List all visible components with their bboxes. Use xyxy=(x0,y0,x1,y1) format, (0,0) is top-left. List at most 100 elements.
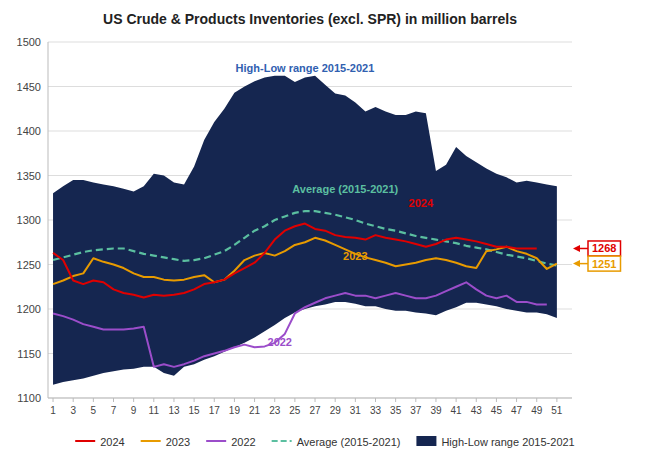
x-tick-label: 17 xyxy=(209,405,221,416)
annotation: 2023 xyxy=(343,250,367,262)
x-tick xyxy=(355,398,356,402)
grid-line xyxy=(48,42,572,43)
callout-arrow xyxy=(579,248,588,250)
value-callout: 1268 xyxy=(573,241,621,256)
x-tick-label: 29 xyxy=(330,405,342,416)
legend-item: Average (2015-2021) xyxy=(272,436,401,448)
plot-area xyxy=(53,76,557,385)
x-tick-label: 41 xyxy=(451,405,463,416)
y-tick-label: 1200 xyxy=(17,303,41,315)
x-tick xyxy=(173,398,174,402)
x-tick xyxy=(194,398,195,402)
series-line xyxy=(53,282,547,367)
x-tick-label: 5 xyxy=(91,405,97,416)
x-tick xyxy=(153,398,154,402)
y-tick-label: 1400 xyxy=(17,125,41,137)
range-band xyxy=(53,76,557,385)
x-tick-label: 21 xyxy=(249,405,261,416)
y-tick-label: 1450 xyxy=(17,81,41,93)
legend-label: 2022 xyxy=(231,436,255,448)
y-tick-label: 1500 xyxy=(17,36,41,48)
legend-label: 2023 xyxy=(166,436,190,448)
callout-arrowhead xyxy=(573,260,580,267)
x-tick-label: 45 xyxy=(491,405,503,416)
x-tick xyxy=(456,398,457,402)
x-tick-label: 19 xyxy=(229,405,241,416)
x-tick-label: 9 xyxy=(131,405,137,416)
x-tick xyxy=(375,398,376,402)
legend-item: High-Low range 2015-2021 xyxy=(416,436,574,448)
y-tick-label: 1300 xyxy=(17,214,41,226)
x-tick-label: 3 xyxy=(70,405,76,416)
callout-box xyxy=(588,256,621,271)
x-tick-label: 47 xyxy=(511,405,523,416)
legend-item: 2024 xyxy=(75,436,124,448)
x-tick xyxy=(113,398,114,402)
annotation: Average (2015-2021) xyxy=(292,183,398,195)
x-tick-label: 11 xyxy=(149,405,160,416)
x-tick-label: 31 xyxy=(350,405,362,416)
x-tick xyxy=(214,398,215,402)
x-tick-label: 37 xyxy=(410,405,422,416)
callout-arrowhead xyxy=(573,245,580,252)
y-tick-label: 1350 xyxy=(17,170,41,182)
x-tick-label: 49 xyxy=(531,405,543,416)
legend-swatch xyxy=(75,440,95,442)
legend-label: 2024 xyxy=(100,436,124,448)
x-tick xyxy=(395,398,396,402)
y-tick-label: 1150 xyxy=(17,348,41,360)
legend-item: 2022 xyxy=(206,436,255,448)
x-tick xyxy=(516,398,517,402)
grid xyxy=(48,42,572,398)
x-tick xyxy=(294,398,295,402)
legend-swatch xyxy=(141,440,161,442)
annotations: High-Low range 2015-2021 Average (2015-20… xyxy=(236,62,621,348)
x-tick xyxy=(274,398,275,402)
x-tick-label: 27 xyxy=(309,405,321,416)
x-tick xyxy=(254,398,255,402)
x-tick-label: 25 xyxy=(289,405,301,416)
x-tick xyxy=(536,398,537,402)
x-tick-label: 15 xyxy=(189,405,201,416)
legend-label: High-Low range 2015-2021 xyxy=(441,436,574,448)
x-tick xyxy=(415,398,416,402)
x-tick xyxy=(496,398,497,402)
x-axis-line xyxy=(48,398,572,399)
x-tick xyxy=(435,398,436,402)
series-line xyxy=(53,211,557,265)
y-axis-line xyxy=(48,42,49,398)
legend-label: Average (2015-2021) xyxy=(297,436,401,448)
chart: US Crude & Products Inventories (excl. S… xyxy=(0,0,650,475)
legend: 2024 2023 2022 Average (2015-2021) High-Low … xyxy=(75,436,575,448)
legend-item: 2023 xyxy=(141,436,190,448)
x-tick-label: 35 xyxy=(390,405,402,416)
callout-box xyxy=(588,241,621,256)
x-tick xyxy=(315,398,316,402)
x-tick-label: 33 xyxy=(370,405,382,416)
x-tick xyxy=(73,398,74,402)
value-callout: 1251 xyxy=(573,256,621,271)
x-tick-label: 39 xyxy=(430,405,442,416)
x-tick-label: 23 xyxy=(269,405,281,416)
x-tick-label: 13 xyxy=(168,405,180,416)
legend-swatch xyxy=(206,440,226,442)
x-tick-label: 7 xyxy=(111,405,117,416)
series-line xyxy=(53,238,557,284)
x-tick xyxy=(556,398,557,402)
x-tick xyxy=(93,398,94,402)
callout-arrow xyxy=(579,263,588,265)
annotation: High-Low range 2015-2021 xyxy=(236,62,375,74)
callout-text: 1251 xyxy=(592,258,616,270)
series-line xyxy=(53,224,537,298)
x-tick xyxy=(53,398,54,402)
x-tick xyxy=(476,398,477,402)
callout-text: 1268 xyxy=(592,242,616,254)
grid-line xyxy=(48,398,572,399)
y-tick-label: 1100 xyxy=(17,392,41,404)
x-tick xyxy=(133,398,134,402)
x-tick-label: 1 xyxy=(50,405,56,416)
x-tick xyxy=(335,398,336,402)
title: US Crude & Products Inventories (excl. S… xyxy=(103,11,517,27)
x-tick-label: 51 xyxy=(551,405,563,416)
annotation: 2022 xyxy=(268,336,292,348)
